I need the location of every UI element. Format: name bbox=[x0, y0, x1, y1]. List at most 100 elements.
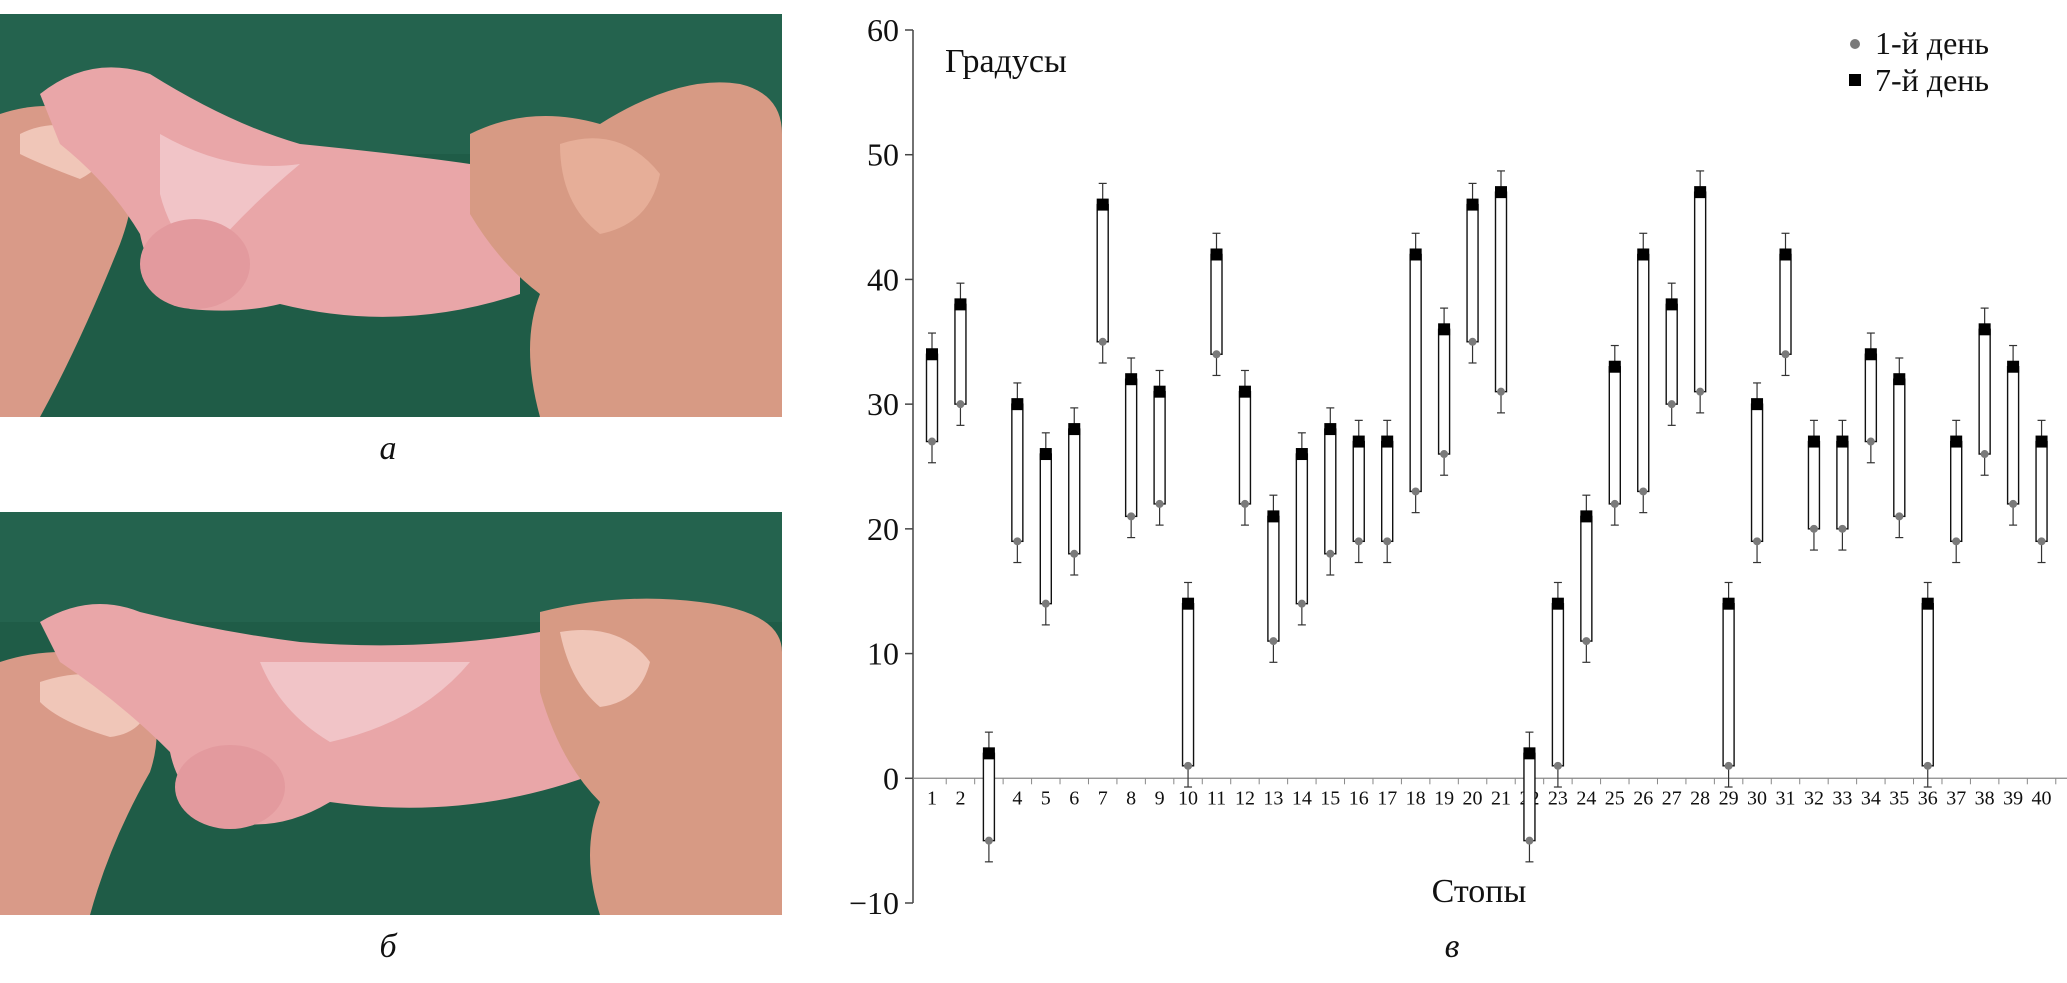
x-tick-label: 16 bbox=[1349, 787, 1369, 809]
day7-point bbox=[1409, 248, 1422, 261]
range-bar bbox=[1068, 428, 1081, 555]
day1-point bbox=[1582, 637, 1591, 646]
day7-point bbox=[1551, 597, 1564, 610]
range-bar bbox=[1693, 191, 1707, 393]
day1-point bbox=[1639, 487, 1648, 496]
day1-point bbox=[1070, 549, 1079, 558]
x-tick-label: 23 bbox=[1548, 787, 1568, 809]
day1-point bbox=[1468, 337, 1477, 346]
day7-point bbox=[1950, 435, 1963, 448]
range-bar bbox=[1437, 328, 1451, 455]
day1-point bbox=[1041, 599, 1050, 608]
range-bar bbox=[1096, 203, 1109, 343]
x-tick-label: 17 bbox=[1377, 787, 1397, 809]
x-tick-label: 14 bbox=[1292, 787, 1312, 809]
range-bar bbox=[1949, 440, 1963, 543]
day7-point bbox=[1210, 248, 1223, 261]
day7-point bbox=[1238, 385, 1251, 398]
range-bar bbox=[1295, 453, 1309, 605]
y-tick-label: 50 bbox=[867, 137, 899, 173]
day7-point bbox=[1011, 398, 1024, 411]
x-tick-label: 30 bbox=[1747, 787, 1767, 809]
day7-point bbox=[1779, 248, 1792, 261]
y-axis-ticks: −10 0 10 20 30 40 50 60 bbox=[849, 12, 913, 921]
x-tick-label: 4 bbox=[1012, 787, 1022, 809]
y-tick-label: 20 bbox=[867, 511, 899, 547]
day1-point bbox=[1610, 499, 1619, 508]
day7-point bbox=[1807, 435, 1820, 448]
day1-point bbox=[1497, 387, 1505, 396]
day7-point bbox=[1153, 385, 1166, 398]
day1-point bbox=[1525, 836, 1534, 845]
day1-point bbox=[1383, 537, 1392, 546]
day7-point bbox=[1125, 373, 1138, 386]
x-tick-label: 27 bbox=[1662, 787, 1682, 809]
day1-point bbox=[1980, 450, 1989, 459]
day7-point bbox=[1267, 510, 1280, 523]
y-axis-label: Градусы bbox=[945, 43, 1067, 80]
legend-day7-marker bbox=[1849, 74, 1861, 86]
day7-point bbox=[1381, 435, 1394, 448]
legend-day1-label: 1-й день bbox=[1875, 25, 1989, 61]
day1-point bbox=[1952, 537, 1961, 546]
day1-point bbox=[956, 400, 965, 409]
day1-point bbox=[1781, 350, 1790, 359]
range-bar bbox=[1893, 378, 1906, 518]
day7-point bbox=[1665, 298, 1678, 311]
day1-point bbox=[1212, 350, 1221, 359]
x-tick-label: 29 bbox=[1719, 787, 1739, 809]
x-tick-label: 24 bbox=[1576, 787, 1596, 809]
x-tick-label: 6 bbox=[1069, 787, 1079, 809]
day1-point bbox=[1098, 337, 1107, 346]
day1-point bbox=[1127, 512, 1136, 521]
range-bar bbox=[1836, 440, 1849, 530]
x-tick-label: 8 bbox=[1126, 787, 1136, 809]
x-tick-label: 11 bbox=[1207, 787, 1226, 809]
day7-point bbox=[1694, 186, 1707, 199]
x-tick-label: 12 bbox=[1235, 787, 1255, 809]
day7-point bbox=[2007, 360, 2020, 373]
day7-point bbox=[1352, 435, 1365, 448]
day7-point bbox=[1921, 597, 1934, 610]
range-bar bbox=[954, 303, 967, 405]
range-bar bbox=[1352, 440, 1365, 543]
x-tick-label: 25 bbox=[1605, 787, 1625, 809]
y-tick-label: 10 bbox=[867, 636, 899, 672]
range-bar bbox=[1523, 752, 1536, 842]
day1-point bbox=[1667, 400, 1676, 409]
range-bar bbox=[1637, 253, 1650, 493]
range-bar bbox=[1580, 515, 1593, 642]
x-tick-label: 34 bbox=[1861, 787, 1881, 809]
range-bar bbox=[1921, 602, 1934, 767]
day1-point bbox=[1184, 761, 1193, 770]
x-tick-label: 36 bbox=[1918, 787, 1938, 809]
x-tick-label: 32 bbox=[1804, 787, 1824, 809]
chart-bars bbox=[925, 170, 2048, 863]
day1-point bbox=[1155, 499, 1164, 508]
range-bar bbox=[2006, 366, 2020, 505]
day7-point bbox=[1864, 348, 1877, 361]
x-tick-label: 15 bbox=[1320, 787, 1340, 809]
day1-point bbox=[984, 836, 993, 845]
day7-point bbox=[1295, 448, 1308, 461]
range-bar bbox=[1011, 403, 1024, 543]
day7-point bbox=[1495, 186, 1507, 199]
day7-point bbox=[1039, 448, 1052, 461]
day7-point bbox=[2035, 435, 2048, 448]
x-tick-label: 5 bbox=[1041, 787, 1051, 809]
day1-point bbox=[1440, 450, 1449, 459]
day1-point bbox=[1696, 387, 1705, 396]
range-bar bbox=[1466, 203, 1479, 343]
range-bar bbox=[1551, 602, 1565, 767]
day7-point bbox=[982, 747, 995, 760]
panel-label-c: в bbox=[1444, 928, 1460, 965]
range-bar bbox=[925, 353, 939, 443]
day1-point bbox=[1809, 524, 1818, 533]
range-bar bbox=[1608, 366, 1621, 505]
day1-point bbox=[2037, 537, 2046, 546]
range-bar bbox=[1494, 191, 1508, 393]
x-tick-label: 37 bbox=[1946, 787, 1966, 809]
x-tick-label: 28 bbox=[1690, 787, 1710, 809]
range-bar bbox=[1722, 602, 1735, 767]
day1-point bbox=[1866, 437, 1875, 446]
